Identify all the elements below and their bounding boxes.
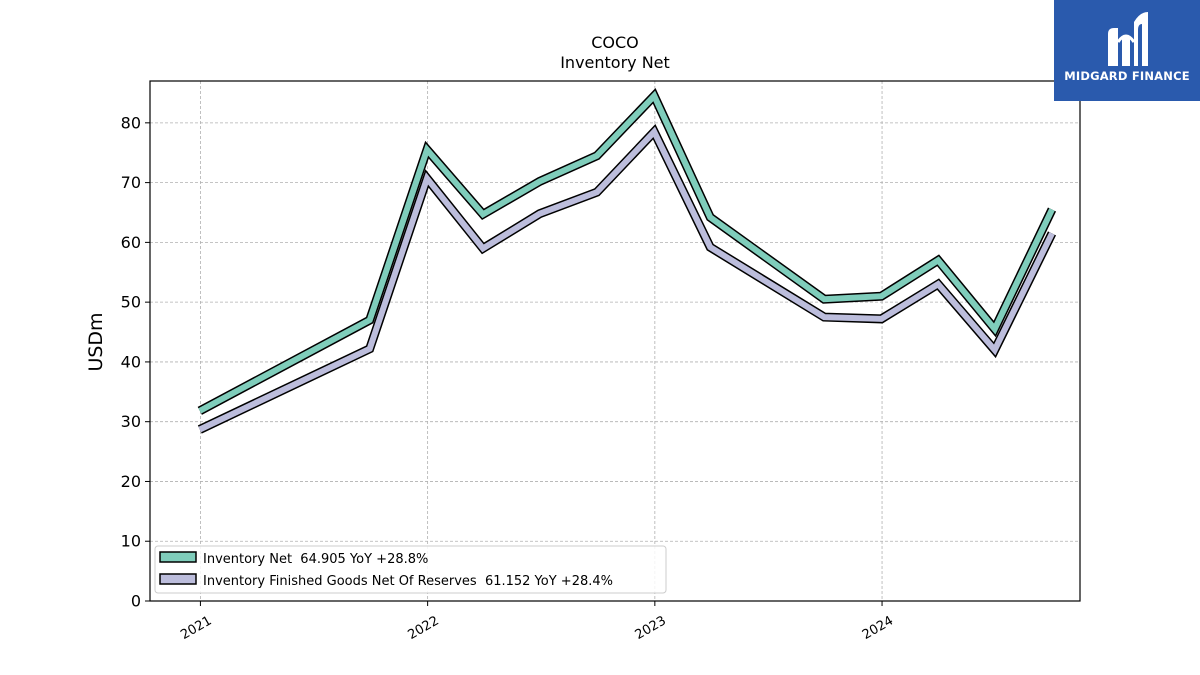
x-tick-label: 2021: [178, 613, 214, 643]
y-axis: 0 10 20 30 40 50 60 70 80: [121, 113, 150, 611]
chart-subtitle: Inventory Net: [560, 53, 670, 72]
y-tick-label: 20: [121, 472, 141, 491]
x-tick-label: 2023: [633, 613, 669, 643]
legend: Inventory Net 64.905 YoY +28.8% Inventor…: [154, 545, 667, 594]
series-line-outline: [197, 123, 1057, 434]
x-tick-label: 2024: [860, 613, 896, 643]
legend-label-finished-goods: Inventory Finished Goods Net Of Reserves…: [203, 574, 613, 589]
y-axis-label: USDm: [85, 312, 107, 371]
brand-logo: MIDGARD FINANCE: [1054, 0, 1200, 101]
chart-title: COCO: [591, 33, 639, 52]
y-tick-label: 40: [121, 352, 141, 371]
legend-label-inventory-net: Inventory Net 64.905 YoY +28.8%: [203, 552, 428, 567]
legend-swatch-finished-goods: [159, 573, 197, 585]
series-line: [198, 90, 1055, 414]
plot-area: [149, 80, 1081, 602]
y-tick-label: 10: [121, 532, 141, 551]
x-axis: 2021 2022 2023 2024: [178, 601, 896, 643]
y-tick-label: 70: [121, 173, 141, 192]
x-tick-label: 2022: [405, 613, 441, 643]
series-line: [198, 126, 1055, 433]
series-lines: [197, 88, 1057, 434]
y-tick-label: 80: [121, 113, 141, 132]
legend-swatch-inventory-net: [159, 551, 197, 563]
brand-name: MIDGARD FINANCE: [1064, 69, 1190, 83]
legend-box: [154, 545, 667, 594]
midgard-logo-icon: [1108, 12, 1148, 66]
series-line-outline: [197, 88, 1057, 415]
y-tick-label: 60: [121, 233, 141, 252]
y-tick-label: 30: [121, 412, 141, 431]
grid: [150, 81, 1080, 601]
y-tick-label: 50: [121, 293, 141, 312]
y-tick-label: 0: [131, 592, 141, 611]
